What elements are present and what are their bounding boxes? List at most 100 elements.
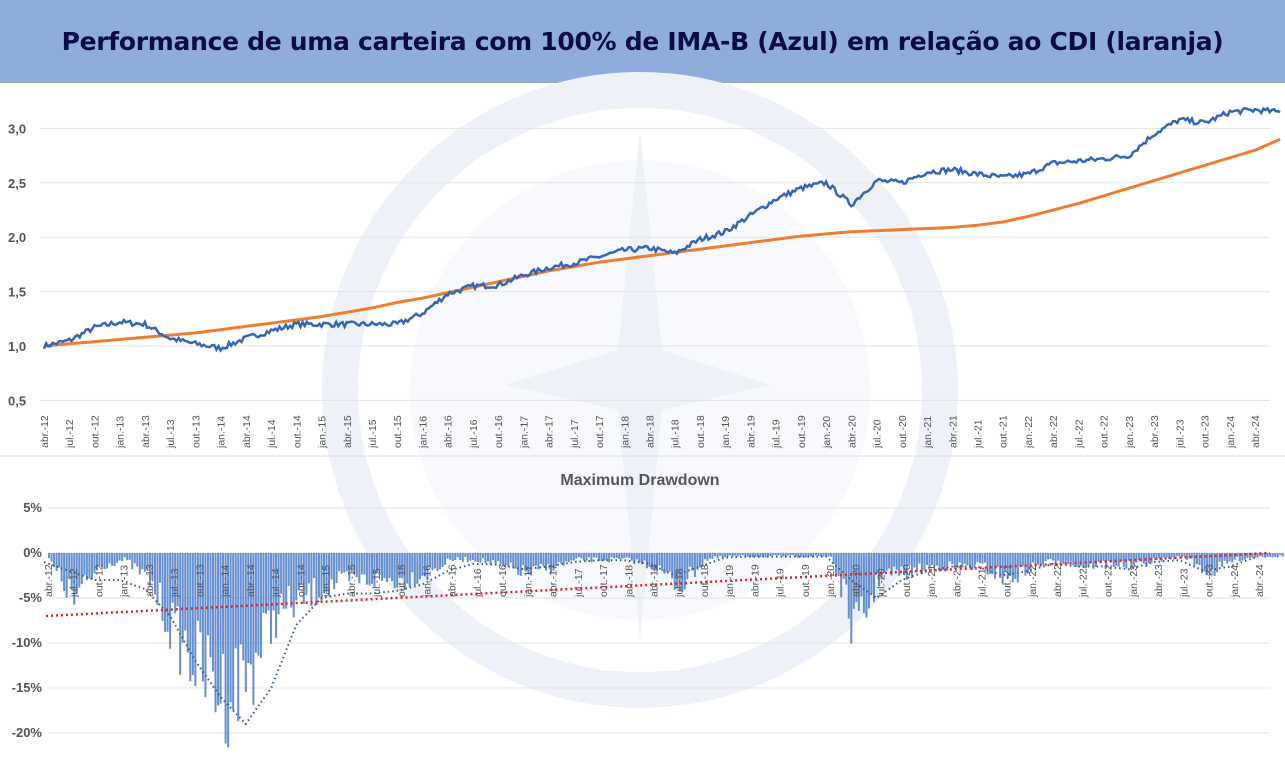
drawdown-bar [913, 553, 916, 568]
drawdown-bar [461, 553, 464, 563]
y-tick-label: 2,5 [8, 176, 26, 191]
drawdown-bar [587, 553, 590, 558]
drawdown-bar [567, 553, 570, 562]
drawdown-bar [524, 553, 527, 572]
drawdown-bar [693, 553, 696, 578]
x-tick-label: out.-22 [1099, 415, 1111, 448]
drawdown-bar [1137, 553, 1140, 561]
y-tick-label: -15% [12, 680, 43, 695]
drawdown-bar [1180, 553, 1183, 558]
drawdown-bar [118, 553, 121, 561]
drawdown-bar [509, 553, 512, 563]
drawdown-bar [1004, 553, 1007, 572]
x-tick-label: out.-16 [497, 564, 509, 597]
drawdown-bar [224, 553, 227, 744]
drawdown-bar [312, 553, 315, 578]
drawdown-bar [234, 553, 237, 649]
drawdown-bar [262, 553, 265, 613]
drawdown-bar [633, 553, 636, 565]
y-tick-label: 1,5 [8, 285, 26, 300]
drawdown-bar [60, 553, 63, 582]
drawdown-bar [98, 553, 101, 566]
drawdown-bar [802, 553, 805, 558]
drawdown-bar [257, 553, 260, 656]
drawdown-bar [219, 553, 222, 704]
drawdown-bar [1026, 553, 1029, 574]
drawdown-bar [1223, 553, 1226, 561]
x-tick-label: abr.-14 [241, 415, 253, 448]
drawdown-bar [527, 553, 530, 575]
x-tick-label: abr.-18 [645, 415, 657, 448]
drawdown-bar [179, 553, 182, 675]
drawdown-bar [146, 553, 149, 571]
drawdown-bar [1218, 553, 1221, 562]
drawdown-bar [267, 553, 270, 611]
drawdown-bar [1274, 553, 1277, 557]
drawdown-bar [373, 553, 376, 588]
drawdown-bar [807, 553, 810, 558]
drawdown-bar [1006, 553, 1009, 579]
drawdown-bar [254, 553, 257, 653]
drawdown-bar [471, 553, 474, 561]
x-tick-label: jan.-19 [720, 416, 732, 449]
x-tick-label: abr.-13 [140, 415, 152, 448]
x-tick-label: out.-13 [194, 564, 206, 597]
drawdown-bar [1251, 553, 1254, 558]
drawdown-bar [401, 553, 404, 577]
drawdown-bar [1105, 553, 1108, 567]
x-tick-label: jul.-14 [270, 568, 282, 598]
drawdown-bar [1160, 553, 1163, 562]
drawdown-bar [832, 553, 835, 565]
drawdown-bar [151, 553, 154, 581]
drawdown-bar [282, 553, 285, 609]
drawdown-bar [396, 553, 399, 588]
drawdown-bar [171, 553, 174, 603]
drawdown-bar [898, 553, 901, 576]
drawdown-bar [1281, 553, 1284, 557]
drawdown-bar [650, 553, 653, 569]
drawdown-bar [986, 553, 989, 575]
drawdown-bar [423, 553, 426, 577]
drawdown-bar [416, 553, 419, 584]
drawdown-bar [194, 553, 197, 687]
drawdown-bar [305, 553, 308, 596]
drawdown-bar [787, 553, 790, 556]
drawdown-bar [893, 553, 896, 567]
drawdown-bar [661, 553, 664, 571]
drawdown-bar [126, 553, 129, 561]
x-tick-label: abr.-23 [1153, 564, 1165, 597]
drawdown-bars [48, 553, 1284, 748]
series-moving-average-line [43, 555, 1256, 726]
y-tick-label: -10% [12, 635, 43, 650]
drawdown-bar [1279, 553, 1282, 556]
drawdown-bar [302, 553, 305, 604]
x-tick-label: jul.-23 [1174, 419, 1186, 449]
drawdown-bar [943, 553, 946, 572]
drawdown-bar [166, 553, 169, 632]
x-tick-label: out.-18 [695, 415, 707, 448]
drawdown-bar [295, 553, 298, 601]
drawdown-bar [507, 553, 510, 567]
drawdown-bar [494, 553, 497, 564]
drawdown-bar [436, 553, 439, 572]
drawdown-bar [459, 553, 462, 561]
drawdown-bar [1062, 553, 1065, 564]
x-tick-label: out.-20 [901, 564, 913, 597]
title-banner: Performance de uma carteira com 100% de … [0, 0, 1285, 83]
drawdown-bar [481, 553, 484, 559]
x-tick-label: jul.-15 [371, 568, 383, 598]
drawdown-bar [227, 553, 230, 748]
drawdown-bar [497, 553, 500, 562]
drawdown-bar [1188, 553, 1191, 559]
drawdown-bar [643, 553, 646, 561]
drawdown-bar [181, 553, 184, 643]
drawdown-bar [1092, 553, 1095, 569]
drawdown-bar [444, 553, 447, 565]
drawdown-bar [1183, 553, 1186, 557]
drawdown-bar [75, 553, 78, 595]
drawdown-bar [264, 553, 267, 614]
drawdown-bar [676, 553, 679, 589]
drawdown-bar [277, 553, 280, 615]
drawdown-bar [701, 553, 704, 565]
drawdown-bar [1016, 553, 1019, 583]
